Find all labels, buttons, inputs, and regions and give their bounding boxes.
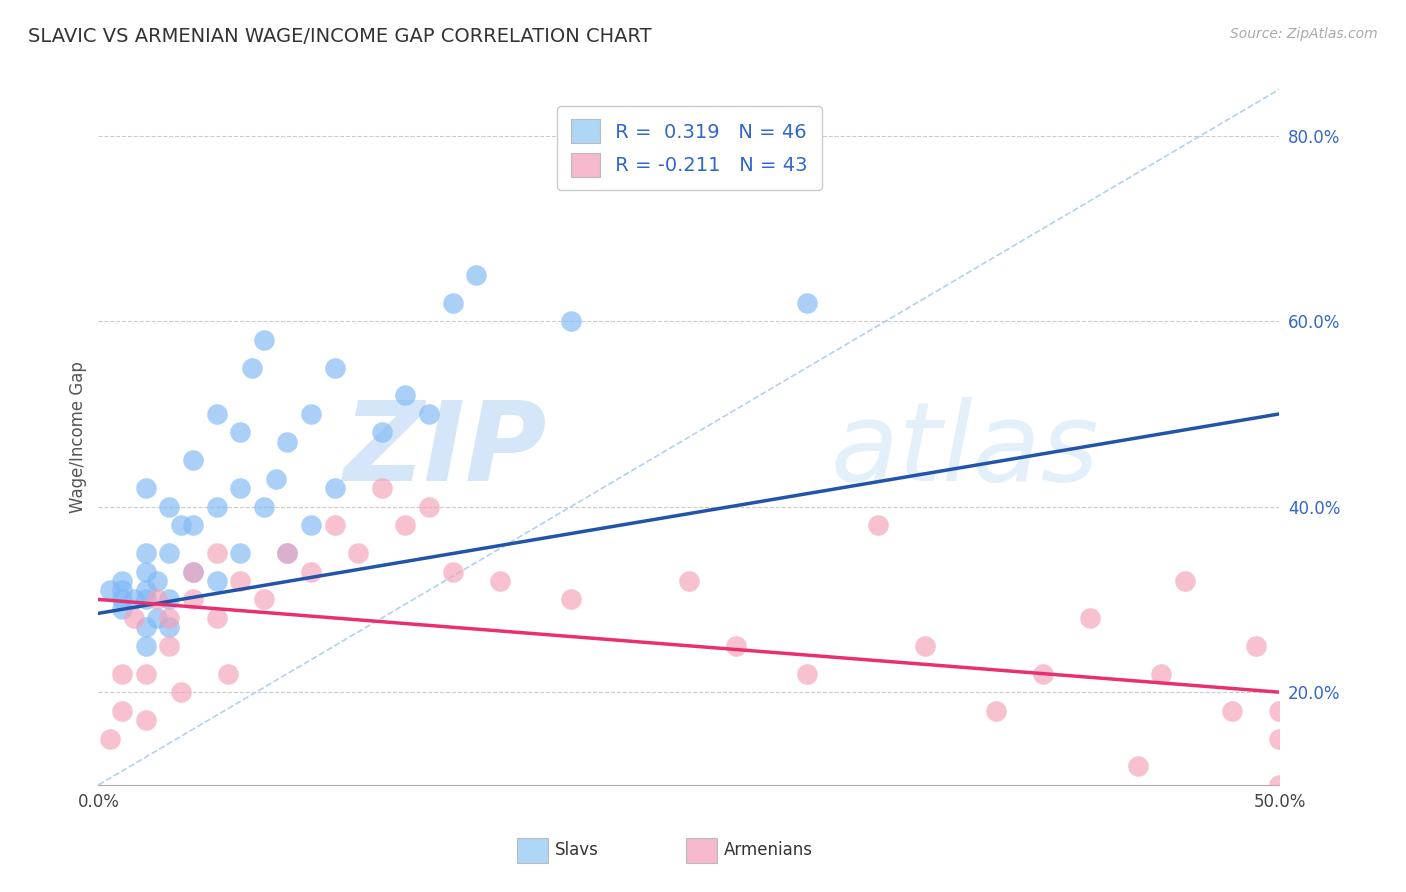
Point: [135, 620, 157, 634]
Point: [98, 731, 121, 746]
Point: [276, 546, 298, 560]
Point: [135, 713, 157, 727]
Point: [135, 592, 157, 607]
Bar: [686, 838, 717, 863]
Point: [146, 574, 169, 588]
Point: [157, 639, 180, 653]
Point: [253, 500, 276, 514]
Point: [347, 546, 370, 560]
Point: [394, 388, 416, 402]
Point: [394, 518, 416, 533]
Point: [205, 611, 228, 625]
Point: [205, 407, 228, 421]
Point: [111, 704, 134, 718]
Y-axis label: Wage/Income Gap: Wage/Income Gap: [69, 361, 87, 513]
Point: [441, 565, 464, 579]
Text: ZIP: ZIP: [343, 398, 547, 505]
Point: [1174, 574, 1197, 588]
Point: [170, 685, 193, 699]
Point: [276, 434, 298, 449]
Point: [135, 639, 157, 653]
Point: [146, 592, 169, 607]
Point: [299, 518, 322, 533]
Point: [205, 574, 228, 588]
Point: [111, 592, 134, 607]
Point: [135, 583, 157, 598]
Point: [146, 611, 169, 625]
Point: [465, 268, 488, 282]
Point: [229, 481, 252, 495]
Point: [181, 518, 204, 533]
Point: [1220, 704, 1243, 718]
Text: Source: ZipAtlas.com: Source: ZipAtlas.com: [1230, 27, 1378, 41]
Point: [796, 295, 818, 310]
Point: [1080, 611, 1102, 625]
Point: [111, 583, 134, 598]
Point: [111, 601, 134, 615]
Point: [560, 314, 582, 328]
Point: [1268, 704, 1291, 718]
Point: [323, 481, 346, 495]
Point: [111, 666, 134, 681]
Point: [323, 518, 346, 533]
Point: [229, 546, 252, 560]
Point: [984, 704, 1007, 718]
Point: [1244, 639, 1267, 653]
Point: [371, 481, 394, 495]
Bar: [517, 838, 548, 863]
Point: [205, 500, 228, 514]
Point: [170, 518, 193, 533]
Legend:  R =  0.319   N = 46,  R = -0.211   N = 43: R = 0.319 N = 46, R = -0.211 N = 43: [557, 106, 821, 190]
Text: Armenians: Armenians: [724, 841, 813, 859]
Point: [157, 500, 180, 514]
Point: [217, 666, 239, 681]
Point: [181, 453, 204, 467]
Point: [323, 360, 346, 375]
Point: [135, 666, 157, 681]
Point: [157, 592, 180, 607]
Point: [1150, 666, 1173, 681]
Point: [111, 574, 134, 588]
Point: [866, 518, 889, 533]
Point: [418, 407, 440, 421]
Point: [181, 592, 204, 607]
Point: [229, 574, 252, 588]
Point: [240, 360, 263, 375]
Point: [276, 546, 298, 560]
Point: [98, 583, 121, 598]
Text: atlas: atlas: [831, 398, 1099, 505]
Point: [181, 565, 204, 579]
Point: [122, 592, 145, 607]
Point: [264, 472, 287, 486]
Point: [122, 611, 145, 625]
Point: [299, 565, 322, 579]
Point: [205, 546, 228, 560]
Point: [678, 574, 700, 588]
Point: [299, 407, 322, 421]
Point: [489, 574, 512, 588]
Point: [418, 500, 440, 514]
Point: [229, 425, 252, 440]
Point: [157, 546, 180, 560]
Point: [181, 565, 204, 579]
Point: [560, 592, 582, 607]
Point: [1032, 666, 1054, 681]
Point: [135, 565, 157, 579]
Point: [1268, 731, 1291, 746]
Text: Slavs: Slavs: [555, 841, 599, 859]
Point: [914, 639, 936, 653]
Point: [157, 611, 180, 625]
Point: [135, 546, 157, 560]
Point: [157, 620, 180, 634]
Point: [253, 333, 276, 347]
Point: [1126, 759, 1149, 773]
Point: [253, 592, 276, 607]
Point: [135, 481, 157, 495]
Point: [1268, 778, 1291, 792]
Point: [441, 295, 464, 310]
Point: [725, 639, 748, 653]
Point: [371, 425, 394, 440]
Point: [796, 666, 818, 681]
Text: SLAVIC VS ARMENIAN WAGE/INCOME GAP CORRELATION CHART: SLAVIC VS ARMENIAN WAGE/INCOME GAP CORRE…: [28, 27, 652, 45]
